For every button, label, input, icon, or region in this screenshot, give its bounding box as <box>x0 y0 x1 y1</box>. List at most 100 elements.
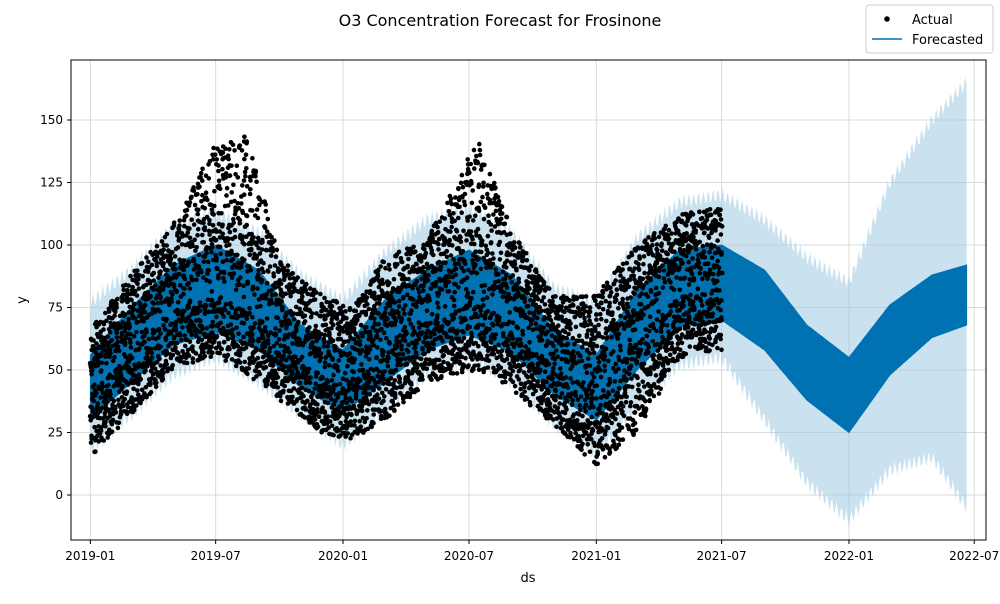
actual-point <box>661 285 666 290</box>
actual-point <box>627 372 632 377</box>
actual-point <box>152 271 157 276</box>
actual-point <box>326 344 331 349</box>
actual-point <box>648 314 653 319</box>
actual-point <box>447 238 452 243</box>
actual-point <box>477 323 482 328</box>
actual-point <box>476 257 481 262</box>
actual-point <box>212 189 217 194</box>
actual-point <box>178 333 183 338</box>
actual-point <box>100 406 105 411</box>
actual-point <box>455 229 460 234</box>
actual-point <box>526 375 531 380</box>
actual-point <box>335 300 340 305</box>
actual-point <box>605 335 610 340</box>
actual-point <box>486 213 491 218</box>
actual-point <box>164 362 169 367</box>
actual-point <box>372 317 377 322</box>
actual-point <box>557 401 562 406</box>
actual-point <box>196 227 201 232</box>
actual-point <box>635 376 640 381</box>
actual-point <box>486 309 491 314</box>
actual-point <box>392 408 397 413</box>
actual-point <box>538 368 543 373</box>
actual-point <box>489 340 494 345</box>
actual-point <box>489 240 494 245</box>
actual-point <box>382 260 387 265</box>
actual-point <box>343 309 348 314</box>
actual-point <box>194 351 199 356</box>
actual-point <box>105 334 110 339</box>
actual-point <box>608 450 613 455</box>
actual-point <box>222 314 227 319</box>
actual-point <box>613 379 618 384</box>
actual-point <box>497 315 502 320</box>
actual-point <box>401 400 406 405</box>
actual-point <box>114 410 119 415</box>
actual-point <box>527 310 532 315</box>
actual-point <box>226 203 231 208</box>
actual-point <box>621 437 626 442</box>
actual-point <box>330 304 335 309</box>
actual-point <box>585 395 590 400</box>
actual-point <box>194 245 199 250</box>
actual-point <box>439 265 444 270</box>
actual-point <box>237 144 242 149</box>
actual-point <box>476 363 481 368</box>
actual-point <box>357 419 362 424</box>
actual-point <box>349 413 354 418</box>
actual-point <box>598 403 603 408</box>
actual-point <box>337 332 342 337</box>
actual-point <box>420 347 425 352</box>
actual-point <box>319 356 324 361</box>
actual-point <box>472 148 477 153</box>
actual-point <box>646 350 651 355</box>
actual-point <box>240 366 245 371</box>
actual-point <box>242 242 247 247</box>
actual-point <box>480 239 485 244</box>
actual-point <box>571 380 576 385</box>
actual-point <box>360 409 365 414</box>
actual-point <box>242 157 247 162</box>
actual-point <box>152 330 157 335</box>
actual-point <box>617 442 622 447</box>
actual-point <box>588 363 593 368</box>
actual-point <box>422 351 427 356</box>
actual-point <box>468 162 473 167</box>
actual-point <box>394 318 399 323</box>
actual-point <box>558 366 563 371</box>
actual-point <box>241 283 246 288</box>
actual-point <box>222 340 227 345</box>
actual-point <box>138 377 143 382</box>
actual-point <box>502 290 507 295</box>
actual-point <box>496 195 501 200</box>
actual-point <box>486 365 491 370</box>
actual-point <box>365 295 370 300</box>
actual-point <box>207 218 212 223</box>
actual-point <box>439 374 444 379</box>
actual-point <box>188 299 193 304</box>
actual-point <box>143 303 148 308</box>
actual-point <box>93 449 98 454</box>
actual-point <box>280 305 285 310</box>
actual-point <box>588 449 593 454</box>
actual-point <box>152 278 157 283</box>
actual-point <box>456 187 461 192</box>
actual-point <box>199 171 204 176</box>
actual-point <box>216 163 221 168</box>
actual-point <box>436 230 441 235</box>
actual-point <box>224 258 229 263</box>
actual-point <box>615 287 620 292</box>
actual-point <box>524 251 529 256</box>
actual-point <box>384 336 389 341</box>
actual-point <box>282 384 287 389</box>
actual-point <box>282 354 287 359</box>
actual-point <box>660 263 665 268</box>
actual-point <box>625 357 630 362</box>
actual-point <box>246 366 251 371</box>
actual-point <box>235 164 240 169</box>
actual-point <box>254 348 259 353</box>
actual-point <box>190 333 195 338</box>
actual-point <box>437 260 442 265</box>
actual-point <box>260 278 265 283</box>
actual-point <box>274 381 279 386</box>
